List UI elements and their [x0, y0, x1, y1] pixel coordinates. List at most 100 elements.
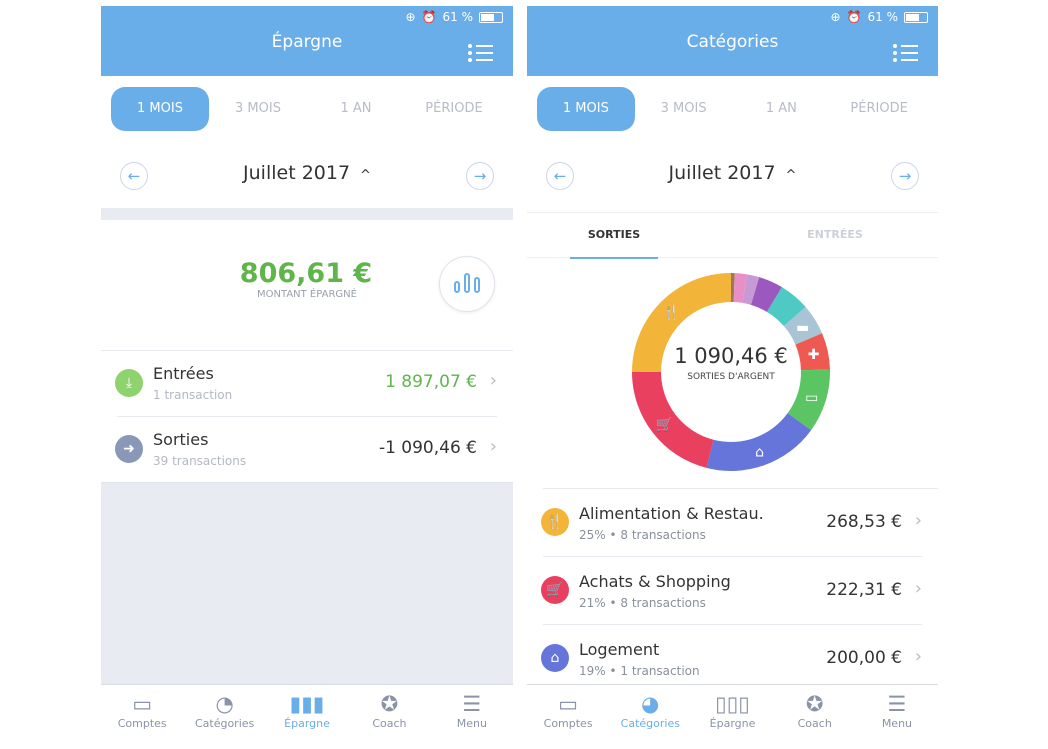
category-sub: 21% • 8 transactions — [579, 596, 706, 610]
home-icon: ⌂ — [755, 445, 764, 461]
prev-month-button[interactable]: ← — [546, 162, 574, 190]
period-tabs: 1 MOIS 3 MOIS 1 AN PÉRIODE — [111, 87, 503, 131]
menu-icon: ☰ — [462, 692, 482, 716]
chevron-up-icon: ^ — [785, 168, 797, 183]
chevron-right-icon: › — [914, 646, 922, 667]
filter-list-icon[interactable] — [892, 40, 918, 64]
health-cross-icon: ✚ — [808, 347, 820, 363]
savings-amount: 806,61 € — [239, 258, 373, 289]
wallet-icon: ▭ — [558, 692, 579, 716]
header: ⊕ ⏰ 61 % Catégories — [527, 6, 938, 76]
tab-periode[interactable]: PÉRIODE — [425, 101, 483, 116]
tab-coach[interactable]: ✪ Coach — [774, 685, 856, 740]
donut-segment[interactable] — [787, 369, 830, 431]
donut-segment[interactable] — [706, 413, 812, 471]
category-row[interactable]: 🛒 Achats & Shopping 21% • 8 transactions… — [527, 556, 938, 624]
tab-categories[interactable]: ◔ Catégories — [183, 685, 265, 740]
cart-icon: 🛒 — [656, 416, 673, 433]
month-label: Juillet 2017 — [243, 162, 351, 184]
category-row[interactable]: ⌂ Logement 19% • 1 transaction 200,00 € … — [527, 624, 938, 692]
prev-month-button[interactable]: ← — [120, 162, 148, 190]
tab-bar: ▭ Comptes ◕ Catégories ▯▯▯ Épargne ✪ Coach ☰… — [527, 684, 938, 740]
filter-list-icon[interactable] — [467, 40, 493, 64]
donut-segment[interactable] — [767, 287, 806, 327]
tab-sorties[interactable]: SORTIES — [570, 213, 658, 259]
chevron-right-icon: › — [489, 436, 497, 457]
header: ⊕ ⏰ 61 % Épargne — [101, 6, 513, 76]
row-value: -1 090,46 € — [378, 438, 477, 458]
donut-segment[interactable] — [783, 306, 823, 345]
row-sub: 1 transaction — [153, 388, 233, 402]
credit-card-icon: ▭ — [805, 390, 818, 406]
alarm-icon: ⏰ — [421, 10, 437, 24]
list-item-entrees[interactable]: ⤓ Entrées 1 transaction 1 897,07 € › — [101, 350, 513, 416]
download-icon: ⤓ — [115, 369, 143, 397]
wallet-icon: ▭ — [132, 692, 153, 716]
category-name: Alimentation & Restau. — [579, 504, 764, 523]
category-sub: 25% • 8 transactions — [579, 528, 706, 542]
donut-segment[interactable] — [632, 273, 731, 372]
status-bar: ⊕ ⏰ 61 % — [405, 10, 503, 24]
category-value: 222,31 € — [826, 580, 902, 600]
row-value: 1 897,07 € — [385, 372, 477, 392]
donut-segment[interactable] — [731, 273, 735, 303]
status-bar: ⊕ ⏰ 61 % — [830, 10, 928, 24]
tab-comptes[interactable]: ▭ Comptes — [527, 685, 609, 740]
savings-label: MONTANT ÉPARGNÉ — [257, 289, 357, 300]
fork-knife-icon: 🍴 — [663, 304, 680, 321]
total-amount: 1 090,46 € — [674, 344, 788, 368]
month-label: Juillet 2017 — [668, 162, 776, 184]
category-sub: 19% • 1 transaction — [579, 664, 700, 678]
next-month-button[interactable]: → — [891, 162, 919, 190]
row-name: Entrées — [153, 364, 214, 383]
row-sub: 39 transactions — [153, 454, 247, 468]
tab-periode[interactable]: PÉRIODE — [850, 101, 908, 116]
pie-chart-icon: ◔ — [215, 692, 234, 716]
tab-epargne[interactable]: ▮▮▮ Épargne — [266, 685, 348, 740]
chevron-right-icon: › — [914, 578, 922, 599]
tab-comptes[interactable]: ▭ Comptes — [101, 685, 183, 740]
tab-3-mois[interactable]: 3 MOIS — [660, 101, 707, 116]
donut-center: 1 090,46 € SORTIES D'ARGENT — [629, 344, 833, 382]
tab-3-mois[interactable]: 3 MOIS — [235, 101, 281, 116]
donut-segment[interactable] — [795, 333, 830, 371]
month-selector[interactable]: Juillet 2017 ^ — [527, 162, 938, 184]
next-month-button[interactable]: → — [466, 162, 494, 190]
rotation-lock-icon: ⊕ — [830, 10, 841, 24]
alarm-icon: ⏰ — [846, 10, 862, 24]
tab-1-mois[interactable]: 1 MOIS — [111, 87, 209, 131]
fork-knife-icon: 🍴 — [541, 508, 569, 536]
category-value: 200,00 € — [826, 648, 902, 668]
donut-segment[interactable] — [750, 277, 782, 312]
donut-segment[interactable] — [632, 372, 714, 468]
page-title: Catégories — [686, 32, 779, 52]
row-name: Sorties — [153, 430, 209, 449]
bar-chart-icon: ▮▮▮ — [289, 692, 325, 716]
tab-coach[interactable]: ✪ Coach — [348, 685, 430, 740]
category-name: Achats & Shopping — [579, 572, 731, 591]
home-icon: ⌂ — [541, 644, 569, 672]
donut-segment[interactable] — [733, 273, 748, 303]
category-donut[interactable]: ▬ ✚ ▭ ⌂ 🛒 🍴 — [629, 270, 833, 474]
tab-1-an[interactable]: 1 AN — [340, 101, 372, 116]
month-selector[interactable]: Juillet 2017 ^ — [101, 162, 513, 184]
list-item-sorties[interactable]: ➜ Sorties 39 transactions -1 090,46 € › — [101, 416, 513, 482]
chevron-right-icon: › — [914, 510, 922, 531]
bar-chart-button[interactable] — [439, 256, 495, 312]
battery-percent: 61 % — [442, 10, 474, 24]
tab-menu[interactable]: ☰ Menu — [856, 685, 938, 740]
battery-icon — [479, 11, 503, 23]
savings-summary: 806,61 € MONTANT ÉPARGNÉ — [101, 258, 513, 300]
menu-icon: ☰ — [887, 692, 907, 716]
category-row[interactable]: 🍴 Alimentation & Restau. 25% • 8 transac… — [527, 488, 938, 556]
tab-epargne[interactable]: ▯▯▯ Épargne — [691, 685, 773, 740]
tab-1-an[interactable]: 1 AN — [765, 101, 797, 116]
categories-screen: ⊕ ⏰ 61 % Catégories 1 MOIS 3 MOIS 1 AN PÉR… — [527, 6, 938, 740]
tab-entrees[interactable]: ENTRÉES — [807, 228, 863, 241]
folder-icon: ▬ — [796, 320, 809, 336]
tab-categories[interactable]: ◕ Catégories — [609, 685, 691, 740]
tab-1-mois[interactable]: 1 MOIS — [537, 87, 635, 131]
donut-segment[interactable] — [742, 274, 760, 305]
bar-chart-icon: ▯▯▯ — [715, 692, 750, 716]
tab-menu[interactable]: ☰ Menu — [431, 685, 513, 740]
